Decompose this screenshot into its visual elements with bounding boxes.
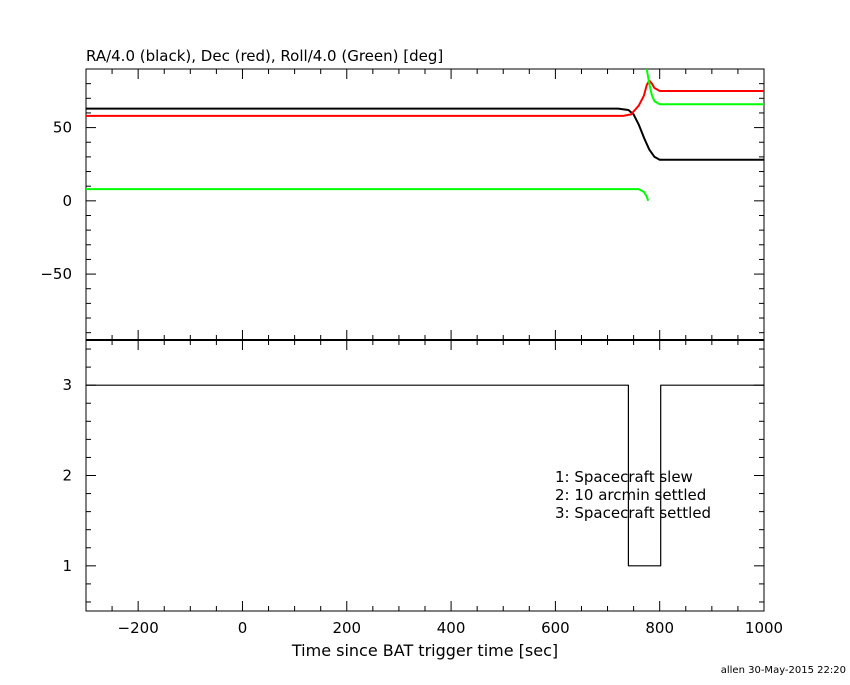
top-y-tick-label: 50 bbox=[53, 119, 72, 137]
x-tick-label: −200 bbox=[118, 619, 159, 637]
bottom-series-line-0 bbox=[86, 384, 764, 567]
top-y-tick-label: 0 bbox=[62, 192, 72, 210]
annotation-slew: 1: Spacecraft slew bbox=[555, 468, 693, 486]
top-chart-title: RA/4.0 (black), Dec (red), Roll/4.0 (Gre… bbox=[86, 47, 443, 65]
top-series-line-1 bbox=[86, 79, 764, 117]
bottom-y-tick-label: 2 bbox=[62, 467, 72, 485]
annotation-10arcmin: 2: 10 arcmin settled bbox=[555, 486, 706, 504]
x-tick-label: 0 bbox=[238, 619, 248, 637]
top-series-line-2 bbox=[86, 188, 650, 202]
x-tick-label: 800 bbox=[645, 619, 674, 637]
bottom-y-tick-label: 1 bbox=[62, 557, 72, 575]
footer-stamp: allen 30-May-2015 22:20 bbox=[721, 665, 846, 676]
attitude-panel: −50 0 50 bbox=[40, 68, 765, 341]
top-series-line-0 bbox=[86, 107, 764, 161]
x-tick-label: 1000 bbox=[745, 619, 783, 637]
top-series-line-3 bbox=[645, 68, 764, 106]
x-tick-label: 600 bbox=[541, 619, 570, 637]
x-tick-label: 400 bbox=[437, 619, 466, 637]
annotation-settled: 3: Spacecraft settled bbox=[555, 504, 711, 522]
x-axis-label: Time since BAT trigger time [sec] bbox=[291, 641, 558, 660]
top-plot-frame bbox=[85, 68, 765, 341]
bottom-y-tick-label: 3 bbox=[62, 376, 72, 394]
status-panel: 1 2 3 −200 0 200 400 600 800 1000 bbox=[62, 339, 783, 637]
x-tick-label: 200 bbox=[332, 619, 361, 637]
top-y-tick-label: −50 bbox=[40, 265, 72, 283]
